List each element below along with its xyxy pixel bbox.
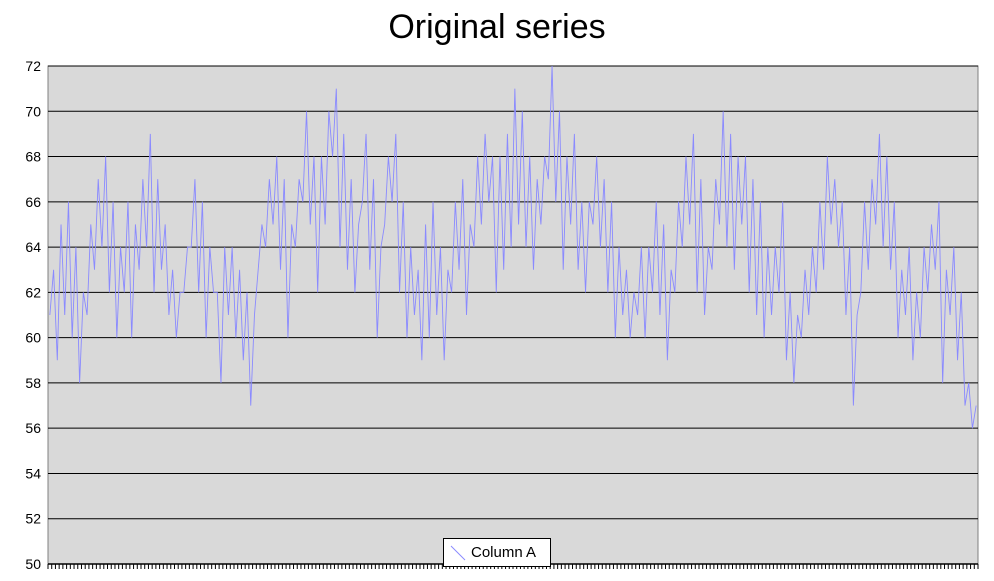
y-tick-label: 52 [25, 511, 41, 527]
series-layer [49, 65, 977, 429]
y-tick-label: 62 [25, 284, 41, 300]
y-tick-label: 60 [25, 330, 41, 346]
legend-label: Column A [471, 544, 537, 561]
gridlines [48, 65, 978, 520]
y-tick-label: 66 [25, 194, 41, 210]
y-tick-label: 56 [25, 420, 41, 436]
legend-swatch-icon [450, 545, 466, 561]
y-tick-label: 68 [25, 149, 41, 165]
series-line-0 [49, 65, 977, 429]
chart-title: Original series [388, 8, 606, 46]
y-tick-label: 50 [25, 556, 41, 572]
y-tick-label: 54 [25, 465, 41, 481]
plot-background [47, 65, 979, 565]
y-tick-label: 70 [25, 103, 41, 119]
legend: Column A [443, 538, 551, 567]
y-tick-label: 58 [25, 375, 41, 391]
y-axis-labels: 50 52 54 56 58 60 62 64 66 68 70 72 [25, 58, 41, 572]
y-tick-label: 64 [25, 239, 41, 255]
y-tick-label: 72 [25, 58, 41, 74]
